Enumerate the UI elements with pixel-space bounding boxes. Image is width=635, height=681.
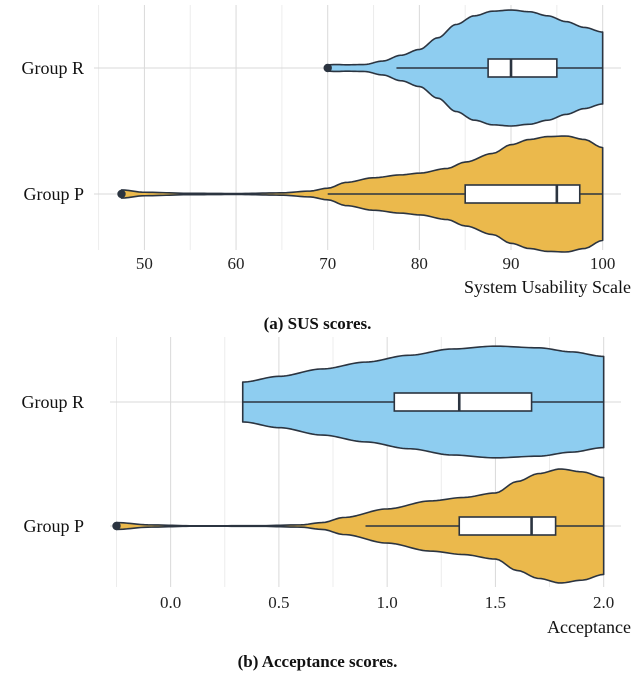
x-tick-label: 70 bbox=[319, 254, 336, 273]
category-label-group-r: Group R bbox=[22, 58, 85, 78]
panel-acceptance: 0.0 0.5 1.0 1.5 2.0 Group R Group P Acceptance (… bbox=[22, 337, 631, 671]
violin-group-p bbox=[112, 468, 605, 584]
x-tick-label: 50 bbox=[136, 254, 153, 273]
x-tick-label: 80 bbox=[411, 254, 428, 273]
x-tick-label: 100 bbox=[590, 254, 616, 273]
x-tick-label: 1.0 bbox=[377, 593, 398, 612]
x-tick-label: 2.0 bbox=[593, 593, 614, 612]
x-tick-label: 60 bbox=[228, 254, 245, 273]
outlier-point bbox=[117, 189, 126, 199]
category-label-group-p: Group P bbox=[23, 184, 84, 204]
category-label-group-r: Group R bbox=[22, 392, 85, 412]
category-label-group-p: Group P bbox=[23, 516, 84, 536]
figure-caption: (a) SUS scores. bbox=[264, 314, 372, 333]
box-iqr bbox=[464, 184, 581, 204]
box-iqr bbox=[458, 516, 557, 536]
panel-sus: 50 60 70 80 90 100 Group R Group P System Usabil… bbox=[22, 5, 631, 333]
figure-caption: (b) Acceptance scores. bbox=[238, 652, 398, 671]
x-axis-title: System Usability Scale bbox=[464, 277, 631, 297]
violin-group-r bbox=[241, 345, 605, 459]
x-tick-label: 0.0 bbox=[160, 593, 181, 612]
x-tick-label: 0.5 bbox=[268, 593, 289, 612]
box-iqr bbox=[487, 58, 558, 78]
box-iqr bbox=[393, 392, 533, 412]
x-tick-label: 1.5 bbox=[485, 593, 506, 612]
x-tick-label: 90 bbox=[503, 254, 520, 273]
violin-body bbox=[115, 468, 605, 584]
outlier-point bbox=[112, 521, 121, 531]
x-axis-title: Acceptance bbox=[547, 617, 631, 637]
violin-group-p bbox=[117, 135, 604, 253]
outlier-point bbox=[323, 63, 332, 73]
violin-group-r bbox=[323, 9, 604, 127]
